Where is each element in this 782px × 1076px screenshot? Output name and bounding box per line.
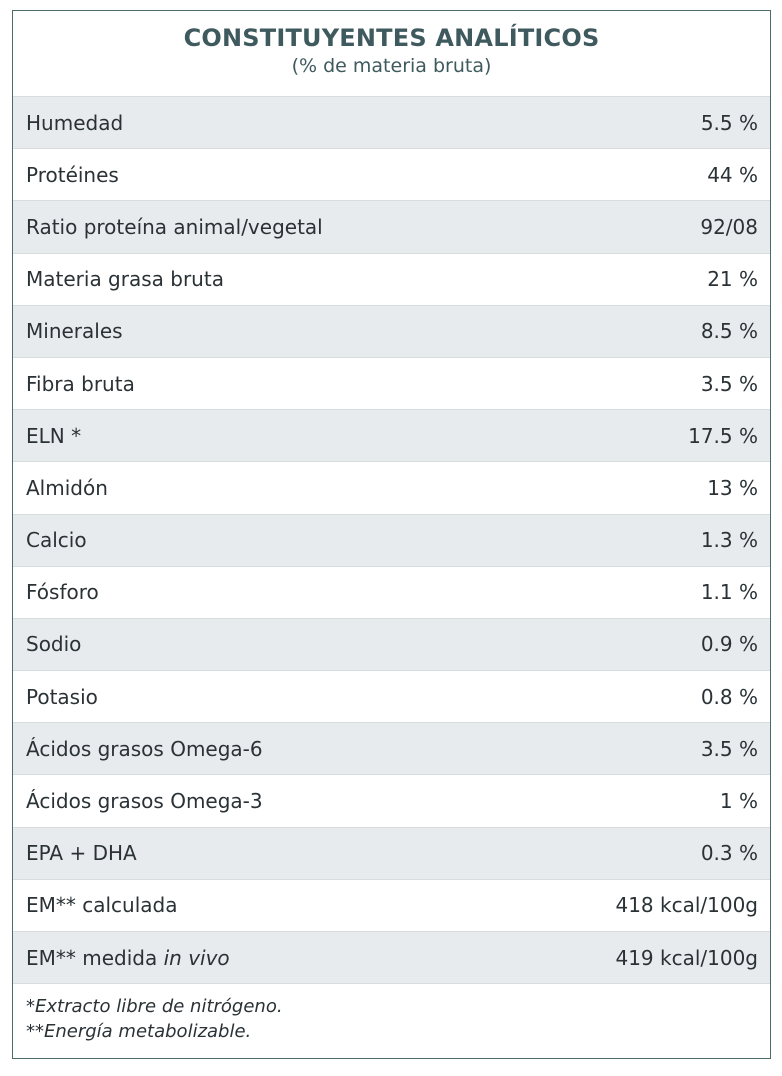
row-value: 3.5 %: [700, 736, 758, 761]
row-label: Ratio proteína animal/vegetal: [26, 214, 323, 239]
row-label: Almidón: [26, 475, 108, 500]
table-row: Fósforo 1.1 %: [13, 566, 770, 619]
row-value: 92/08: [700, 214, 758, 239]
table-row: Protéines 44 %: [13, 149, 770, 202]
row-value: 13 %: [707, 475, 758, 500]
table-row: EM** calculada 418 kcal/100g: [13, 879, 770, 932]
row-label: Ácidos grasos Omega-6: [26, 736, 263, 761]
table-row: Sodio 0.9 %: [13, 618, 770, 672]
footnotes: *Extracto libre de nitrógeno. **Energía …: [13, 984, 770, 1044]
row-value: 21 %: [707, 267, 758, 292]
row-label: Minerales: [26, 319, 123, 344]
table-row: Humedad 5.5 %: [13, 97, 770, 150]
row-label: Ácidos grasos Omega-3: [26, 789, 263, 814]
table-row: Almidón 13 %: [13, 462, 770, 515]
table-row: Calcio 1.3 %: [13, 514, 770, 567]
row-label: Humedad: [26, 110, 124, 135]
table-row: Ácidos grasos Omega-3 1 %: [13, 775, 770, 828]
table-subtitle: (% de materia bruta): [291, 55, 492, 77]
row-value: 0.9 %: [700, 632, 758, 657]
row-label: Fibra bruta: [26, 371, 135, 396]
table-row: Minerales 8.5 %: [13, 305, 770, 358]
row-value: 0.8 %: [700, 684, 758, 709]
row-label: EPA + DHA: [26, 841, 137, 866]
row-value: 44 %: [707, 162, 758, 187]
row-value: 3.5 %: [700, 371, 758, 396]
table-row: EM** medida in vivo 419 kcal/100g: [13, 932, 770, 985]
table-row: Potasio 0.8 %: [13, 671, 770, 724]
row-value: 1 %: [719, 789, 758, 814]
row-label: Sodio: [26, 632, 82, 657]
row-label: ELN *: [26, 423, 82, 448]
row-value: 5.5 %: [700, 110, 758, 135]
row-label: Calcio: [26, 528, 87, 553]
row-label: EM** medida in vivo: [26, 946, 230, 970]
row-label: Potasio: [26, 684, 98, 709]
table-body: Humedad 5.5 % Protéines 44 % Ratio prote…: [13, 96, 770, 985]
table-title: CONSTITUYENTES ANALÍTICOS: [183, 24, 600, 52]
row-value: 1.3 %: [700, 528, 758, 553]
row-label: EM** calculada: [26, 893, 178, 918]
table-row: Ácidos grasos Omega-6 3.5 %: [13, 723, 770, 776]
row-value: 419 kcal/100g: [615, 945, 758, 970]
row-label: Protéines: [26, 162, 119, 187]
table-row: Ratio proteína animal/vegetal 92/08: [13, 201, 770, 254]
footnote-eln: *Extracto libre de nitrógeno.: [26, 996, 283, 1018]
row-value: 418 kcal/100g: [615, 893, 758, 918]
analytical-constituents-table: CONSTITUYENTES ANALÍTICOS (% de materia …: [12, 10, 771, 1059]
row-value: 1.1 %: [700, 580, 758, 605]
row-value: 8.5 %: [700, 319, 758, 344]
row-value: 0.3 %: [700, 841, 758, 866]
table-row: EPA + DHA 0.3 %: [13, 827, 770, 880]
table-row: ELN * 17.5 %: [13, 410, 770, 463]
row-label: Fósforo: [26, 580, 99, 605]
table-row: Fibra bruta 3.5 %: [13, 357, 770, 411]
footnote-em: **Energía metabolizable.: [26, 1021, 252, 1043]
row-value: 17.5 %: [688, 423, 758, 448]
table-header: CONSTITUYENTES ANALÍTICOS (% de materia …: [13, 11, 770, 96]
row-label-text: EM** medida: [26, 945, 158, 970]
row-label-italic: in vivo: [163, 945, 230, 970]
table-row: Materia grasa bruta 21 %: [13, 253, 770, 306]
row-label: Materia grasa bruta: [26, 267, 224, 292]
